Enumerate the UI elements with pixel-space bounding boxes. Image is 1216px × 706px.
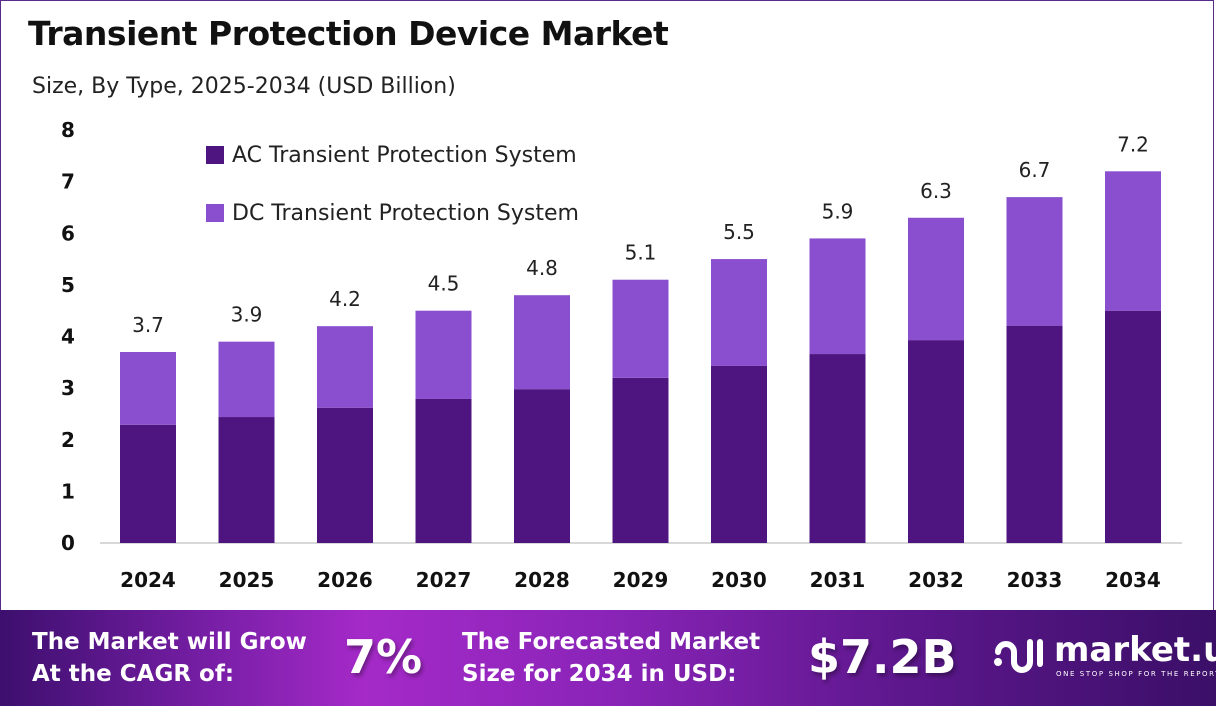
bar-segment-ac-2031 <box>809 354 866 543</box>
legend-label: AC Transient Protection System <box>232 143 577 168</box>
logo-mark-icon <box>994 639 1043 673</box>
total-data-label: 7.2 <box>1117 132 1149 156</box>
y-tick-label: 6 <box>61 221 75 245</box>
bar-segment-ac-2027 <box>415 398 472 543</box>
total-data-label: 6.7 <box>1019 158 1051 182</box>
x-tick-label: 2032 <box>908 568 964 592</box>
cagr-label: The Market will Grow At the CAGR of: <box>32 626 307 690</box>
forecast-value: $7.2B <box>808 630 957 684</box>
legend-swatch <box>206 146 224 164</box>
y-tick-label: 0 <box>61 531 75 555</box>
y-tick-label: 7 <box>61 170 75 194</box>
bar-segment-ac-2026 <box>317 407 373 543</box>
x-tick-label: 2026 <box>317 568 373 592</box>
bar-segment-ac-2029 <box>612 377 669 543</box>
legend-label: DC Transient Protection System <box>232 201 579 226</box>
total-data-label: 4.2 <box>329 287 361 311</box>
bar-segment-dc-2024 <box>120 351 176 425</box>
chart-frame <box>0 0 1214 610</box>
y-tick-label: 8 <box>61 118 75 142</box>
bar-segment-dc-2028 <box>514 295 570 390</box>
total-data-label: 4.5 <box>428 272 460 296</box>
bar-segment-ac-2034 <box>1105 310 1161 543</box>
x-tick-label: 2025 <box>219 568 275 592</box>
cagr-value: 7% <box>344 630 423 684</box>
bar-segment-ac-2033 <box>1006 325 1063 543</box>
total-data-label: 4.8 <box>526 256 558 280</box>
chart-title: Transient Protection Device Market <box>28 14 669 53</box>
logo-tagline: ONE STOP SHOP FOR THE REPORTS <box>1056 670 1216 678</box>
bar-segment-ac-2032 <box>908 340 964 543</box>
y-tick-label: 1 <box>61 479 75 503</box>
total-data-label: 5.5 <box>723 220 755 244</box>
footer-banner: The Market will Grow At the CAGR of: 7% … <box>0 610 1216 706</box>
logo-name: market.us <box>1054 630 1216 670</box>
x-tick-label: 2033 <box>1007 568 1063 592</box>
x-tick-label: 2034 <box>1105 568 1161 592</box>
bar-segment-dc-2025 <box>218 341 275 418</box>
total-data-label: 5.1 <box>625 241 657 265</box>
bar-segment-dc-2026 <box>317 326 373 408</box>
x-tick-label: 2024 <box>120 568 176 592</box>
y-tick-label: 3 <box>61 376 75 400</box>
bar-segment-dc-2031 <box>809 238 866 355</box>
x-tick-label: 2030 <box>711 568 767 592</box>
chart-subtitle: Size, By Type, 2025-2034 (USD Billion) <box>32 74 456 99</box>
x-tick-label: 2031 <box>810 568 866 592</box>
forecast-label: The Forecasted Market Size for 2034 in U… <box>462 626 760 690</box>
bar-segment-dc-2030 <box>711 259 767 366</box>
total-data-label: 5.9 <box>822 199 854 223</box>
forecast-label-line2: Size for 2034 in USD: <box>462 661 737 687</box>
y-tick-label: 2 <box>61 428 75 452</box>
bar-segment-ac-2028 <box>514 389 570 543</box>
bar-segment-ac-2030 <box>711 365 767 543</box>
cagr-label-line1: The Market will Grow <box>32 629 307 655</box>
legend-swatch <box>206 204 224 222</box>
total-data-label: 6.3 <box>920 179 952 203</box>
total-data-label: 3.7 <box>132 313 164 337</box>
bar-segment-ac-2025 <box>218 417 275 543</box>
x-tick-label: 2027 <box>416 568 472 592</box>
x-tick-label: 2029 <box>613 568 669 592</box>
total-data-label: 3.9 <box>231 303 263 327</box>
bar-segment-dc-2033 <box>1006 197 1063 326</box>
y-tick-label: 4 <box>61 325 75 349</box>
bar-chart: 0 1 2 3 4 5 6 7 8 3.7 2024 3.9 2025 4.2 2026 4.5 2027 4.8… <box>61 118 1182 592</box>
bar-segment-dc-2027 <box>415 310 472 399</box>
bar-segment-dc-2034 <box>1105 171 1161 311</box>
cagr-label-line2: At the CAGR of: <box>32 661 235 687</box>
x-tick-label: 2028 <box>514 568 570 592</box>
y-tick-label: 5 <box>61 273 75 297</box>
forecast-label-line1: The Forecasted Market <box>462 629 761 655</box>
bar-segment-dc-2029 <box>612 279 669 378</box>
bar-segment-ac-2024 <box>120 424 176 543</box>
bar-segment-dc-2032 <box>908 217 964 341</box>
